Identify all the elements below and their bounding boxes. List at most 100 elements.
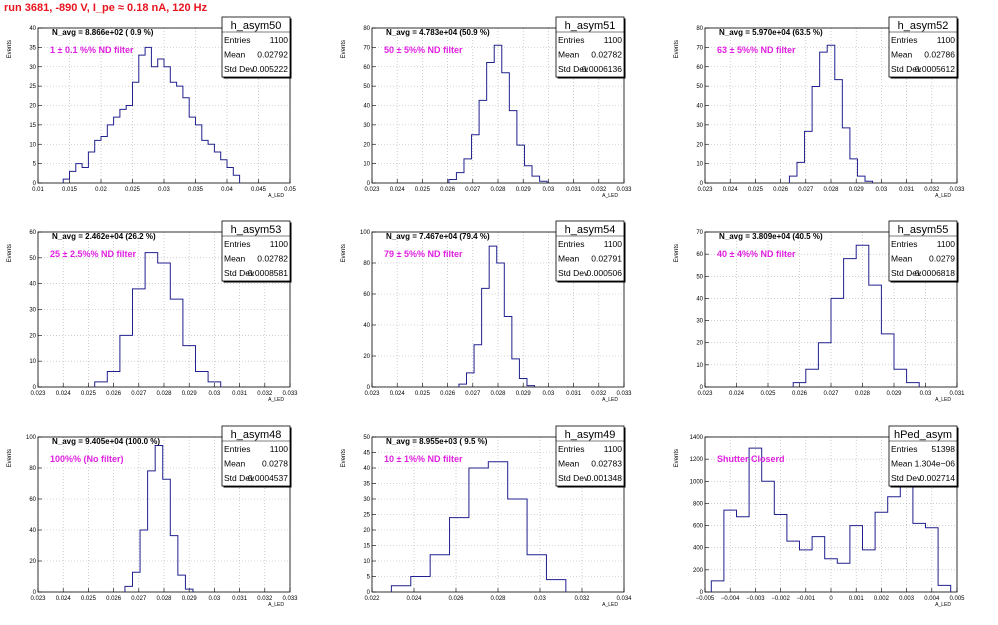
histogram-bin [806, 369, 819, 387]
stats-key: Entries [558, 239, 584, 249]
histogram-bin [82, 168, 88, 184]
stats-box [888, 220, 958, 282]
x-tick-label: 0.024 [390, 391, 406, 397]
plot-frame [371, 231, 625, 388]
histogram-bin [464, 159, 472, 183]
histogram-bin [155, 445, 163, 592]
stats-title: h_asym53 [231, 224, 282, 236]
histogram-bin [183, 346, 196, 387]
panel-h_asym52: 0.023 0.024 0.025 0.026 0.027 0.028 0.029 0.03 0… [674, 16, 965, 199]
stats-box [888, 16, 958, 78]
histogram-bin [938, 585, 951, 592]
x-tick-label: 0.004 [924, 596, 940, 602]
histogram-bin [837, 563, 850, 592]
histogram-line [390, 461, 567, 592]
x-tick-label: 0.025 [415, 187, 431, 193]
y-tick-label: 1000 [690, 479, 704, 485]
stats-key: Mean [224, 254, 246, 264]
x-tick-label: 0 [829, 596, 833, 602]
panel-h_asym49: 0.022 0.024 0.026 0.028 0.03 0.032 0.034 0 5 10 15… [341, 425, 632, 608]
stats-value: 0.000506 [587, 268, 623, 278]
x-tick-label: 0.027 [465, 391, 481, 397]
histogram-bin [863, 550, 876, 592]
y-tick-label: 30 [29, 308, 36, 314]
histogram-bin [101, 137, 107, 184]
histogram-bin [88, 152, 94, 183]
panel-h_asym54: 0.023 0.024 0.025 0.026 0.027 0.028 0.029 0.03 0… [341, 220, 632, 403]
x-tick-label: 0.031 [232, 596, 248, 602]
y-tick-label: 20 [696, 142, 703, 148]
y-tick-label: 35 [363, 482, 370, 488]
stats-value: 0.0004537 [248, 473, 288, 483]
y-tick-label: 50 [696, 274, 703, 280]
histogram-bin [70, 171, 76, 183]
x-tick-label: 0.033 [282, 596, 298, 602]
x-axis-label: A_LED [935, 193, 951, 199]
stats-key: Entries [558, 35, 584, 45]
x-axis-label: A_LED [935, 602, 951, 608]
histogram-bin [449, 180, 457, 183]
stats-value: 1100 [270, 35, 289, 45]
x-tick-label: 0.045 [251, 187, 267, 193]
filter-annotation: 10 ± 1%% ND filter [384, 454, 463, 464]
navg-label: N_avg = 5.970e+04 (63.5 %) [719, 28, 823, 37]
y-tick-label: 100 [26, 435, 37, 441]
x-tick-label: 0.028 [490, 391, 506, 397]
histogram-bin [474, 345, 482, 387]
stats-title: hPed_asym [894, 429, 952, 441]
histogram-bin [894, 369, 907, 387]
stats-key: Mean [891, 50, 913, 60]
x-tick-label: 0.022 [364, 596, 380, 602]
stats-value: 1100 [937, 239, 956, 249]
histogram-bin [869, 285, 882, 387]
x-tick-label: 0.027 [465, 187, 481, 193]
x-tick-label: 0.01 [32, 187, 44, 193]
x-axis-label: A_LED [268, 193, 284, 199]
y-axis-label: Events [7, 244, 13, 262]
histogram-bin [774, 515, 787, 593]
y-tick-label: 80 [696, 26, 703, 32]
y-tick-label: 100 [360, 230, 371, 236]
x-tick-label: 0.03 [209, 391, 221, 397]
stats-title: h_asym52 [898, 20, 949, 32]
stats-value: 0.02782 [257, 254, 288, 264]
y-axis-label: Events [7, 449, 13, 467]
histogram-bin [479, 100, 487, 183]
x-tick-label: 0.005 [949, 596, 965, 602]
navg-label: N_avg = 7.467e+04 (79.4 %) [386, 232, 490, 241]
x-tick-label: 0.029 [516, 391, 532, 397]
x-tick-label: 0.028 [490, 187, 506, 193]
y-axis-label: Events [674, 40, 680, 58]
stats-value: 1100 [604, 35, 623, 45]
y-tick-label: 0 [33, 385, 37, 391]
histogram-bin [517, 145, 525, 183]
x-axis-label: A_LED [268, 602, 284, 608]
histogram-bin [76, 164, 82, 183]
histogram-bin [120, 335, 133, 387]
histogram-bin [114, 117, 120, 183]
y-tick-label: 30 [363, 497, 370, 503]
stats-box [555, 220, 625, 282]
x-tick-label: 0.028 [156, 391, 172, 397]
x-tick-label: 0.024 [56, 596, 72, 602]
x-axis-label: A_LED [602, 193, 618, 199]
x-tick-label: 0.031 [566, 391, 582, 397]
stats-value: 0.0279 [929, 254, 955, 264]
y-tick-label: 20 [29, 333, 36, 339]
stats-box [888, 425, 958, 487]
stats-value: 1100 [937, 35, 956, 45]
stats-value: 0.0008581 [248, 268, 288, 278]
stats-value: 1100 [604, 444, 623, 454]
panel-h_asym50: 0.01 0.015 0.02 0.025 0.03 0.035 0.04 0.045 0.05… [7, 16, 296, 199]
x-tick-label: 0.028 [855, 391, 871, 397]
histogram-line [94, 252, 222, 387]
y-tick-label: 40 [363, 104, 370, 110]
histogram-bin [107, 125, 113, 183]
panel-h_asym55: 0.023 0.024 0.025 0.026 0.027 0.028 0.029 0.03 0… [674, 220, 965, 403]
histogram-bin [762, 481, 775, 592]
histogram-line [448, 44, 548, 183]
x-tick-label: 0.028 [156, 596, 172, 602]
y-tick-label: 10 [363, 162, 370, 168]
panel-h_asym53: 0.023 0.024 0.025 0.026 0.027 0.028 0.029 0.03 0… [7, 220, 298, 403]
stats-value: 0.02792 [257, 50, 288, 60]
